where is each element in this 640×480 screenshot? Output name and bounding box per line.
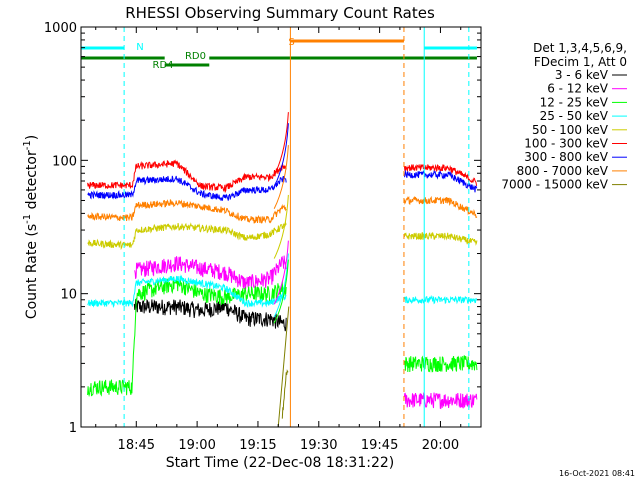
y-axis-label-mid: detector (24, 150, 40, 214)
y-axis-label-sup2: -1 (22, 140, 33, 150)
flare-rise-6 (273, 240, 289, 305)
y-tick-label-4: 1000 (44, 21, 77, 36)
x-tick-label-1: 18:45 (118, 438, 155, 453)
series-line-2 (134, 255, 478, 410)
y-tick-label-2: 10 (60, 288, 77, 303)
legend-label-8: 800 - 7000 keV (517, 164, 609, 178)
legend-header-decim: FDecim 1, Att 0 (534, 55, 627, 69)
series-line-7 (87, 169, 478, 201)
series-line-1 (133, 298, 287, 332)
flag-label-rd0: RD0 (185, 51, 206, 62)
x-tick-label-5: 19:45 (361, 438, 398, 453)
flag-label-n: N (136, 42, 143, 53)
flare-rise-4 (273, 194, 289, 259)
flare-rise-7 (273, 259, 289, 324)
chart-title: RHESSI Observing Summary Count Rates (125, 4, 435, 22)
legend-label-9: 7000 - 15000 keV (501, 178, 608, 192)
legend-label-4: 25 - 50 keV (540, 109, 609, 123)
flare-rise-1 (273, 112, 289, 176)
legend-label-7: 300 - 800 keV (524, 150, 608, 164)
series-line-8 (87, 195, 478, 224)
flare-rise-high-energy (277, 306, 290, 428)
legend-label-3: 12 - 25 keV (540, 95, 609, 109)
y-axis-label-end: ) (24, 135, 40, 140)
plot-frame (80, 26, 482, 428)
y-axis-label-main: Count Rate (s (24, 224, 40, 319)
flare-rise-2 (273, 123, 289, 188)
x-tick-label-6: 20:00 (422, 438, 459, 453)
legend-label-6: 100 - 300 keV (524, 137, 608, 151)
series-line-4 (87, 274, 478, 309)
y-tick-label-1: 1 (69, 421, 77, 436)
legend-label-5: 50 - 100 keV (532, 123, 609, 137)
y-tick-label-3: 100 (52, 154, 77, 169)
y-axis-label-sup1: -1 (22, 214, 33, 224)
series-line-9 (281, 369, 289, 419)
timestamp: 16-Oct-2021 08:41 (559, 469, 635, 478)
x-tick-label-2: 19:00 (178, 438, 215, 453)
flare-rise-3 (273, 145, 289, 209)
x-tick-label-4: 19:30 (300, 438, 337, 453)
data-layer (87, 112, 478, 428)
y-axis-label: Count Rate (s-1 detector-1) (22, 135, 40, 319)
flag-label-rd4: RD4 (153, 60, 174, 71)
legend-label-2: 6 - 12 keV (547, 82, 609, 96)
legend-label-1: 3 - 6 keV (555, 68, 609, 82)
series-line-5 (87, 221, 478, 251)
x-tick-label-3: 19:15 (239, 438, 276, 453)
flag-label-s: S (288, 37, 294, 48)
axis-layer: 18:45 19:00 19:15 19:30 19:45 20:00 1 10 100 1000 (44, 21, 481, 453)
legend: Det 1,3,4,5,6,9, FDecim 1, Att 0 3 - 6 k… (501, 41, 627, 192)
series-line-6 (87, 159, 478, 194)
x-axis-label: Start Time (22-Dec-08 18:31:22) (166, 455, 394, 471)
legend-header-detectors: Det 1,3,4,5,6,9, (533, 41, 627, 55)
